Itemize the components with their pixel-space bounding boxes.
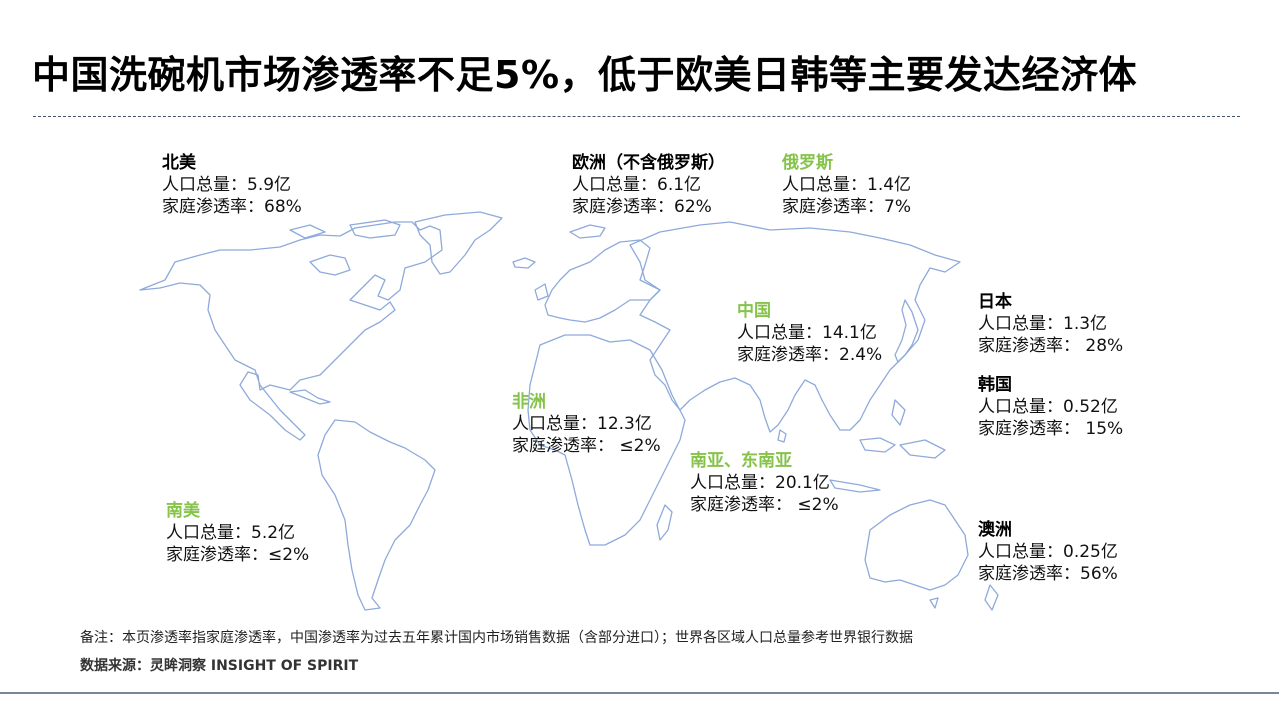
penetration-line: 家庭渗透率：68% (162, 197, 302, 217)
data-source: 数据来源：灵眸洞察 INSIGHT OF SPIRIT (80, 658, 359, 674)
africa-shape (527, 334, 686, 546)
region-south-southeast-asia: 南亚、东南亚 人口总量：20.1亿 家庭渗透率： ≤2% (690, 450, 839, 516)
penetration-line: 家庭渗透率：7% (782, 197, 911, 217)
region-south-america: 南美 人口总量：5.2亿 家庭渗透率：≤2% (166, 500, 309, 566)
region-name: 中国 (737, 301, 771, 321)
region-oceania: 澳洲 人口总量：0.25亿 家庭渗透率：56% (978, 519, 1118, 585)
region-korea: 韩国 人口总量：0.52亿 家庭渗透率： 15% (978, 374, 1123, 440)
region-name: 俄罗斯 (782, 153, 833, 173)
europe-shape (544, 239, 661, 323)
population-line: 人口总量：5.2亿 (166, 523, 296, 543)
region-name: 韩国 (978, 375, 1012, 395)
region-russia: 俄罗斯 人口总量：1.4亿 家庭渗透率：7% (782, 152, 911, 218)
title-divider (33, 116, 1240, 117)
penetration-line: 家庭渗透率： 15% (978, 419, 1124, 439)
region-japan: 日本 人口总量：1.3亿 家庭渗透率： 28% (978, 291, 1123, 357)
south-america-shape (317, 419, 436, 611)
region-africa: 非洲 人口总量：12.3亿 家庭渗透率： ≤2% (512, 391, 661, 457)
greenland-shape (414, 211, 503, 275)
slide-title: 中国洗碗机市场渗透率不足5%，低于欧美日韩等主要发达经济体 (32, 53, 1138, 97)
population-line: 人口总量：0.52亿 (978, 397, 1118, 417)
population-line: 人口总量：5.9亿 (162, 175, 292, 195)
penetration-line: 家庭渗透率：56% (978, 564, 1118, 584)
region-name: 非洲 (512, 392, 546, 412)
region-name: 北美 (162, 153, 196, 173)
north-america-shape (139, 221, 443, 441)
region-north-america: 北美 人口总量：5.9亿 家庭渗透率：68% (162, 152, 302, 218)
population-line: 人口总量：1.4亿 (782, 175, 912, 195)
population-line: 人口总量：14.1亿 (737, 323, 877, 343)
region-name: 南亚、东南亚 (690, 451, 792, 471)
population-line: 人口总量：6.1亿 (572, 175, 702, 195)
region-china: 中国 人口总量：14.1亿 家庭渗透率：2.4% (737, 300, 882, 366)
population-line: 人口总量：1.3亿 (978, 314, 1108, 334)
penetration-line: 家庭渗透率：62% (572, 197, 712, 217)
penetration-line: 家庭渗透率： 28% (978, 336, 1124, 356)
region-name: 南美 (166, 501, 200, 521)
japan-shape (894, 299, 919, 363)
population-line: 人口总量：0.25亿 (978, 542, 1118, 562)
penetration-line: 家庭渗透率：≤2% (166, 545, 310, 565)
australia-shape (864, 499, 969, 591)
region-name: 欧洲（不含俄罗斯） (572, 153, 725, 173)
footnote: 备注：本页渗透率指家庭渗透率，中国渗透率为过去五年累计国内市场销售数据（含部分进… (80, 630, 913, 646)
region-name: 日本 (978, 292, 1012, 312)
population-line: 人口总量：20.1亿 (690, 473, 830, 493)
penetration-line: 家庭渗透率：2.4% (737, 345, 883, 365)
penetration-line: 家庭渗透率： ≤2% (690, 495, 839, 515)
penetration-line: 家庭渗透率： ≤2% (512, 436, 661, 456)
footer-divider (0, 692, 1279, 694)
population-line: 人口总量：12.3亿 (512, 414, 652, 434)
region-name: 澳洲 (978, 520, 1012, 540)
region-europe: 欧洲（不含俄罗斯） 人口总量：6.1亿 家庭渗透率：62% (572, 152, 725, 218)
